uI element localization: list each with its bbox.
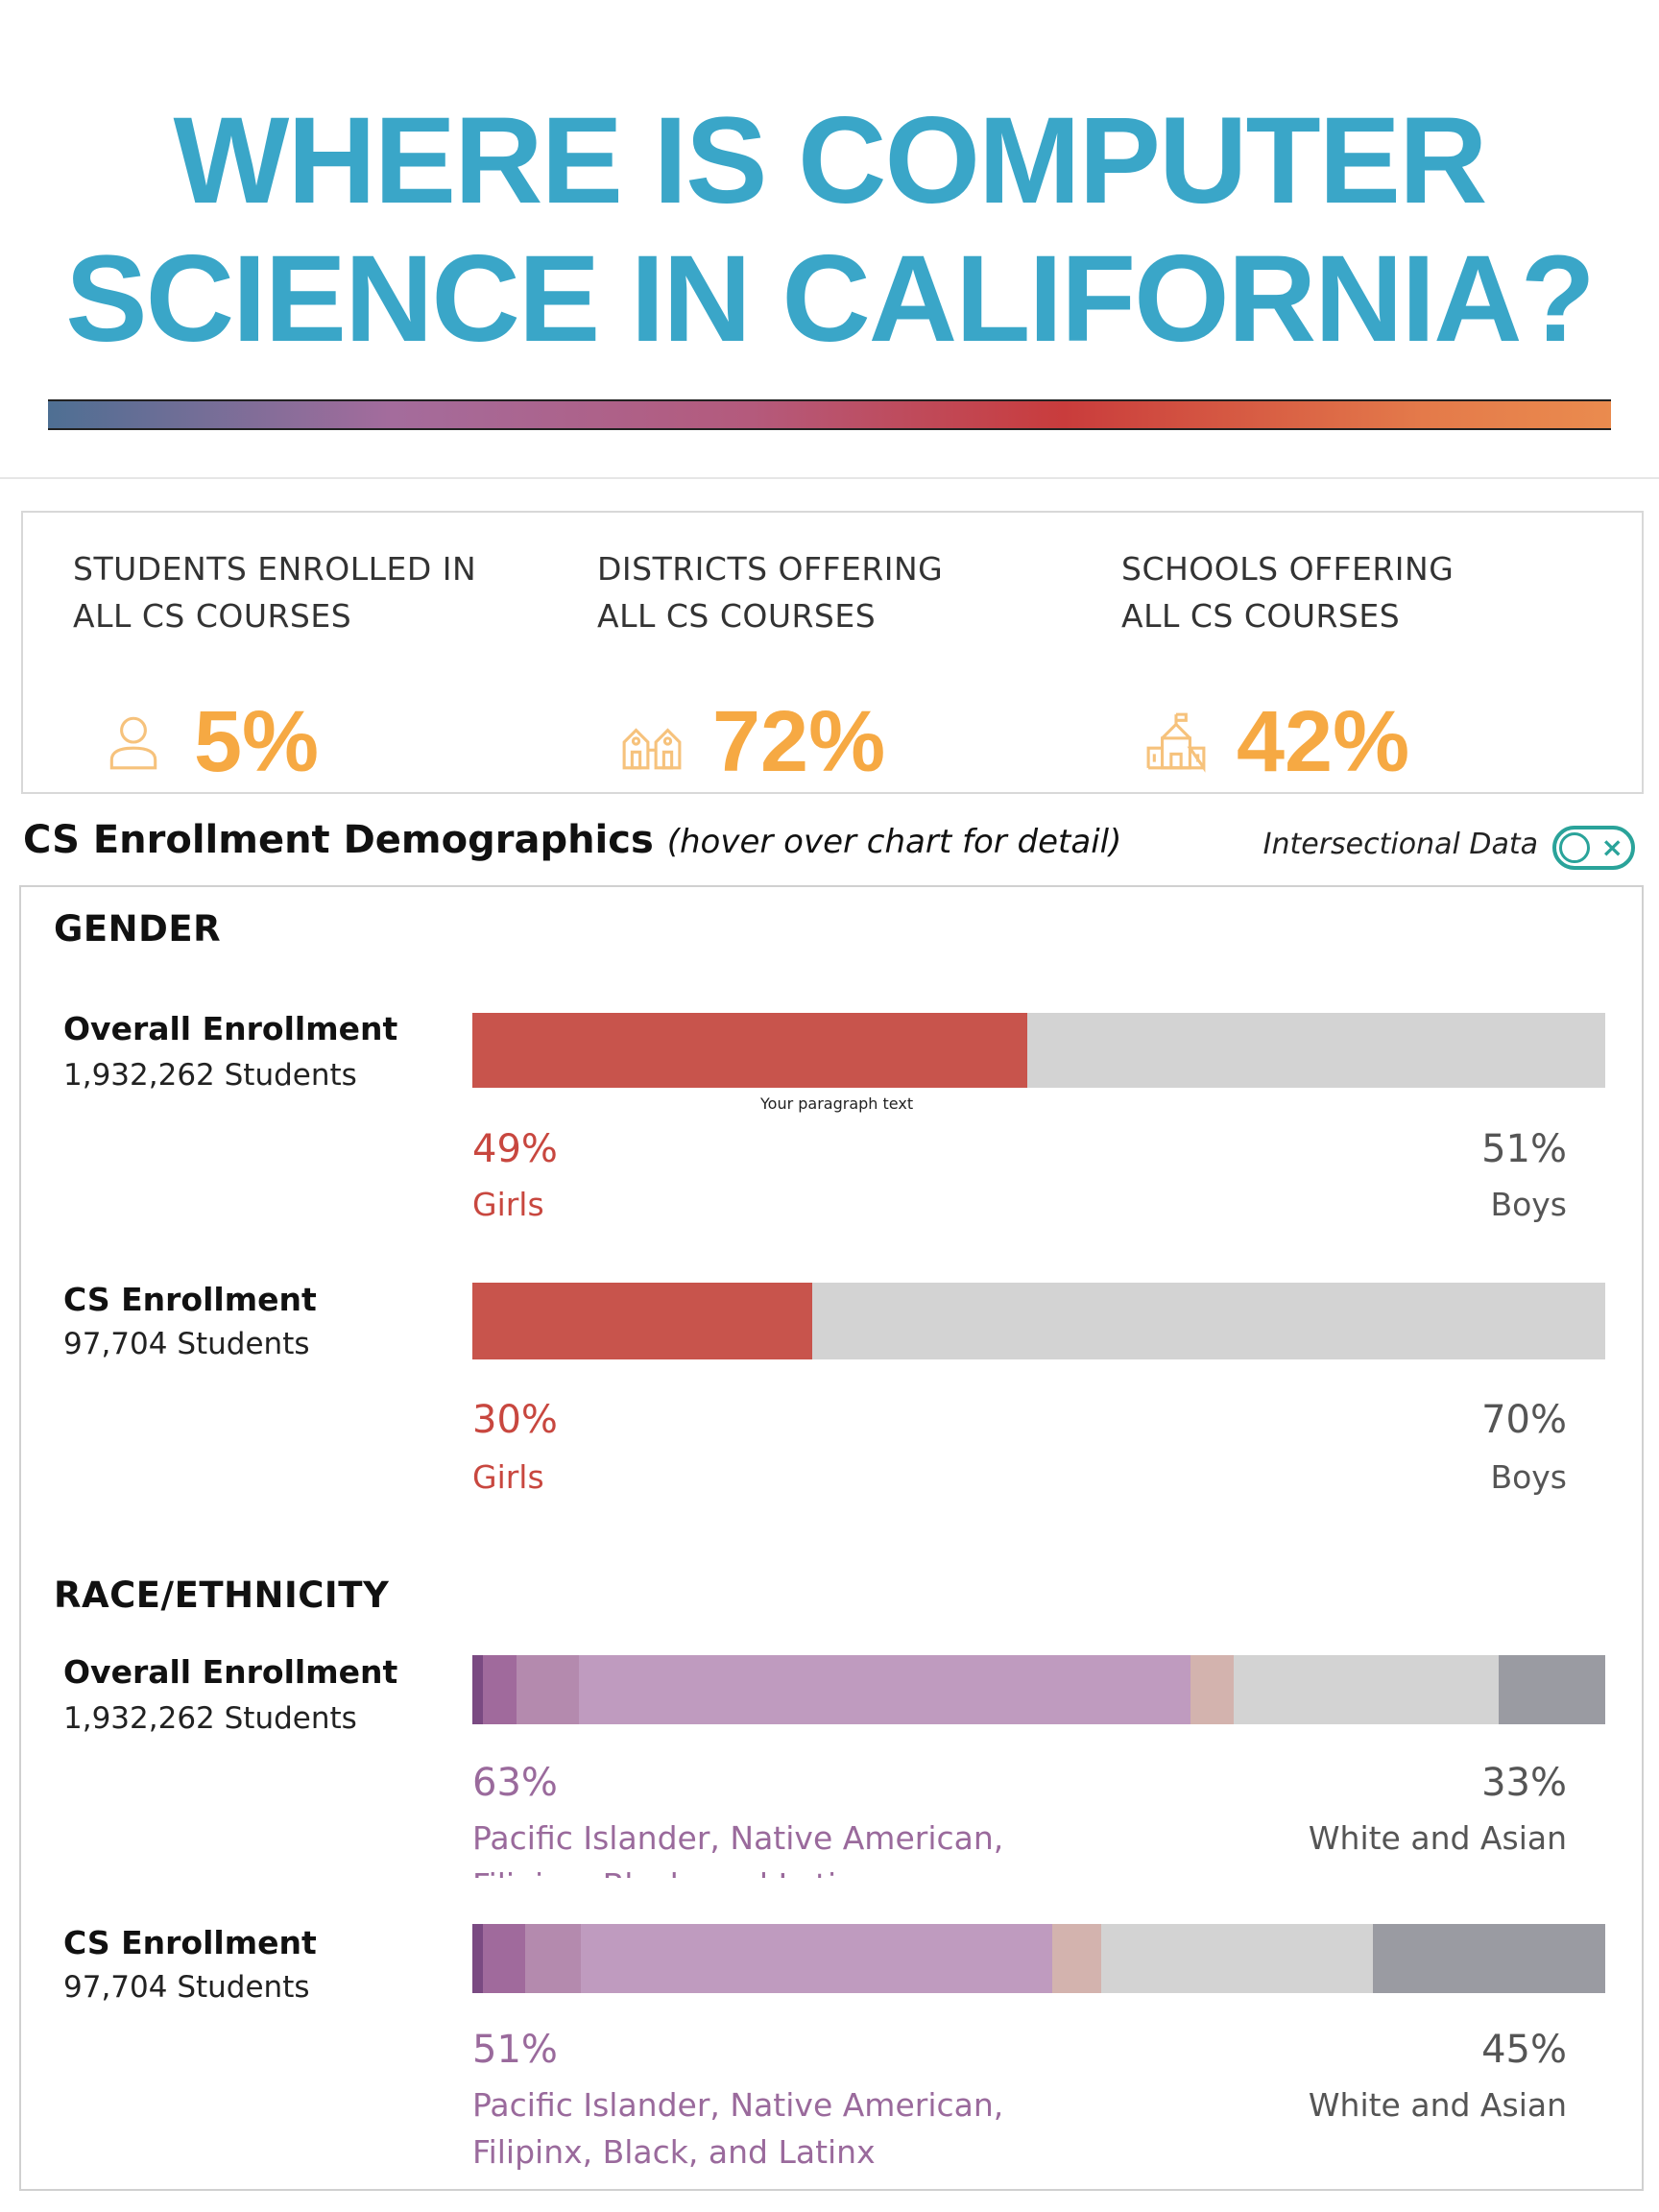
left-category: Girls [472,1186,544,1223]
demographics-subtitle: (hover over chart for detail) [666,823,1122,861]
right-category: White and Asian [1308,2086,1567,2124]
demographics-panel: GENDER Overall Enrollment 1,932,262 Stud… [19,885,1644,2191]
bar-segment[interactable] [482,1655,517,1724]
section-divider [0,477,1659,479]
left-category: Girls [472,1458,544,1496]
row-label: CS Enrollment [63,1281,317,1318]
row-count: 1,932,262 Students [63,1058,357,1093]
left-category-line2: Filipinx, Black, and Latinx [472,2133,876,2171]
section-race: RACE/ETHNICITY [54,1575,390,1616]
bar-segment[interactable] [1052,1924,1102,1993]
gender-cs-bar[interactable] [472,1283,1605,1359]
right-category: White and Asian [1308,1819,1567,1857]
kpi-students: STUDENTS ENROLLED IN ALL CS COURSES 5% [73,545,534,790]
right-pct: 33% [1481,1761,1567,1805]
left-category-line1: Pacific Islander, Native American, [472,1819,1004,1857]
kpi-label-line2: ALL CS COURSES [597,597,877,635]
left-pct: 30% [472,1398,558,1442]
kpi-label-line2: ALL CS COURSES [73,597,352,635]
race-cs-bar[interactable] [472,1924,1605,1993]
bar-segment[interactable] [1190,1655,1234,1724]
page-title: WHERE IS COMPUTER SCIENCE IN CALIFORNIA? [0,92,1659,369]
section-gender: GENDER [54,908,222,950]
right-pct: 51% [1481,1127,1567,1171]
right-pct: 45% [1481,2028,1567,2072]
kpi-label-line2: ALL CS COURSES [1121,597,1401,635]
bar-segment[interactable] [1233,1655,1499,1724]
row-label: Overall Enrollment [63,1010,398,1047]
race-overall-bar[interactable] [472,1655,1605,1724]
left-pct: 63% [472,1761,558,1805]
person-icon [109,716,157,770]
kpi-label-line1: DISTRICTS OFFERING [597,550,944,588]
bar-segment[interactable] [482,1924,525,1993]
kpi-panel: STUDENTS ENROLLED IN ALL CS COURSES 5% D… [21,511,1644,794]
bar-segment[interactable] [524,1924,582,1993]
row-count: 1,932,262 Students [63,1701,357,1736]
district-schools-icon [622,728,682,770]
kpi-value: 5% [194,693,320,790]
left-pct: 51% [472,2028,558,2072]
left-category-line2: Filipinx, Black, and Latinx [472,1862,876,1878]
bar-segment[interactable] [1372,1924,1605,1993]
gradient-divider [48,399,1611,430]
toggle-knob [1559,832,1590,863]
bar-segment[interactable] [516,1655,580,1724]
demographics-title-text: CS Enrollment Demographics [23,818,654,862]
title-line-1: WHERE IS COMPUTER [173,92,1488,229]
intersectional-label: Intersectional Data [1262,828,1538,861]
title-line-2: SCIENCE IN CALIFORNIA? [65,230,1596,368]
kpi-value: 72% [712,693,886,790]
school-building-icon [1146,712,1206,773]
bar-segment-girls[interactable] [472,1283,812,1359]
left-pct: 49% [472,1127,558,1171]
gender-overall-bar[interactable] [472,1013,1605,1088]
row-count: 97,704 Students [63,1970,310,2005]
right-category: Boys [1490,1186,1567,1223]
bar-segment-boys[interactable] [1027,1013,1605,1088]
kpi-schools: SCHOOLS OFFERING ALL CS COURSES 42% [1121,545,1582,790]
left-category-line1: Pacific Islander, Native American, [472,2086,1004,2124]
close-icon: × [1600,831,1623,863]
bar-segment[interactable] [1498,1655,1605,1724]
right-pct: 70% [1481,1398,1567,1442]
row-label: Overall Enrollment [63,1653,398,1691]
bar-segment[interactable] [581,1924,1053,1993]
kpi-label-line1: SCHOOLS OFFERING [1121,550,1455,588]
right-category: Boys [1490,1458,1567,1496]
kpi-label-line1: STUDENTS ENROLLED IN [73,550,477,588]
demographics-title: CS Enrollment Demographics (hover over c… [23,818,1121,862]
paragraph-placeholder: Your paragraph text [760,1094,914,1113]
row-count: 97,704 Students [63,1327,310,1361]
kpi-districts: DISTRICTS OFFERING ALL CS COURSES 72% [597,545,1058,790]
bar-segment[interactable] [579,1655,1191,1724]
bar-segment[interactable] [1101,1924,1373,1993]
row-label: CS Enrollment [63,1924,317,1961]
bar-segment-boys[interactable] [812,1283,1605,1359]
intersectional-toggle[interactable]: × [1552,826,1635,870]
bar-segment-girls[interactable] [472,1013,1028,1088]
bar-segment[interactable] [472,1924,483,1993]
kpi-value: 42% [1237,693,1410,790]
bar-segment[interactable] [472,1655,483,1724]
